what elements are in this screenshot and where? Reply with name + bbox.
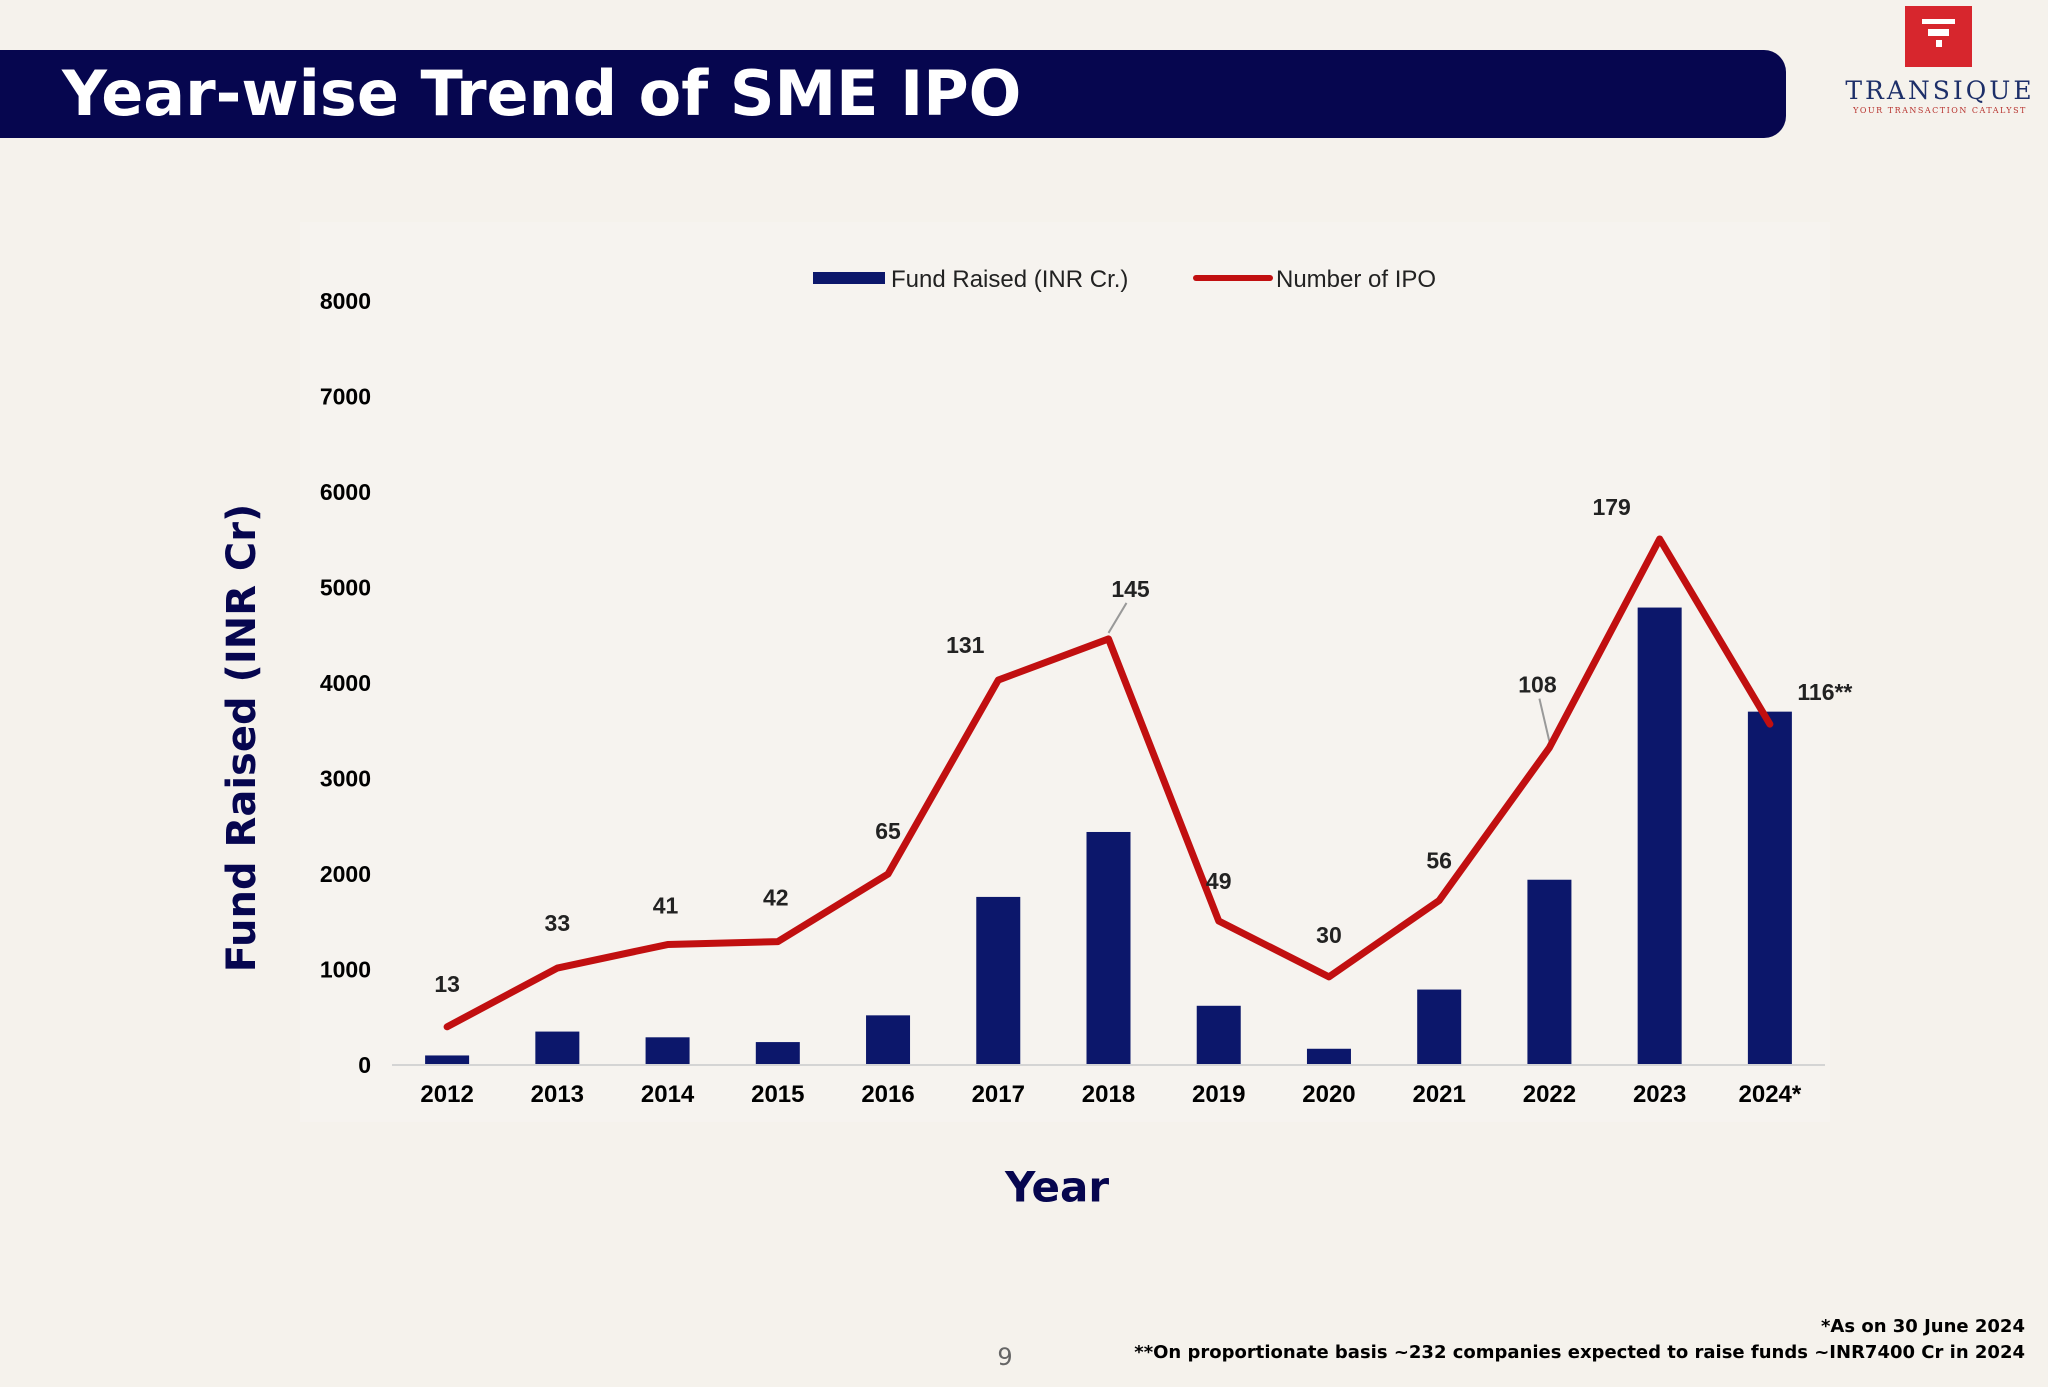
x-tick-label: 2016	[861, 1081, 914, 1108]
title-bar: Year-wise Trend of SME IPO	[0, 50, 1786, 138]
x-tick-label: 2018	[1082, 1081, 1135, 1108]
y-axis-ticks: 0 1000 2000 3000 4000 5000 6000 7000 8000	[320, 288, 371, 1078]
x-tick-label: 2024*	[1739, 1081, 1802, 1108]
page-title: Year-wise Trend of SME IPO	[62, 63, 1021, 125]
brand-logo-mark-icon	[1905, 6, 1972, 67]
footnotes: *As on 30 June 2024 **On proportionate b…	[1134, 1314, 2025, 1366]
bar-fund-raised	[535, 1032, 579, 1065]
bar-fund-raised	[1527, 880, 1571, 1065]
line-data-label: 49	[1206, 868, 1232, 894]
label-leader-lines	[1109, 603, 1550, 742]
y-tick-label: 7000	[320, 384, 371, 410]
y-tick-label: 6000	[320, 479, 371, 505]
line-data-label: 30	[1316, 922, 1342, 948]
x-tick-label: 2023	[1633, 1081, 1686, 1108]
y-tick-label: 3000	[320, 766, 371, 792]
bar-fund-raised	[1638, 608, 1682, 1065]
x-tick-label: 2017	[972, 1081, 1025, 1108]
x-axis-label: Year	[1005, 1163, 1109, 1212]
bar-fund-raised	[646, 1037, 690, 1065]
bar-fund-raised	[1197, 1006, 1241, 1065]
x-tick-label: 2013	[531, 1081, 584, 1108]
page-number: 9	[997, 1343, 1012, 1371]
bar-fund-raised	[425, 1055, 469, 1065]
legend-label-number-of-ipo: Number of IPO	[1276, 266, 1436, 293]
x-axis-ticks: 2012 2013 2014 2015 2016 2017 2018 2019 2020 2021…	[392, 1065, 1825, 1108]
brand-name: TRANSIQUE	[1838, 76, 2042, 105]
label-leader-line	[1539, 699, 1549, 742]
brand-logo: TRANSIQUE YOUR TRANSACTION CATALYST	[1838, 6, 2042, 118]
x-tick-label: 2014	[641, 1081, 695, 1108]
line-data-label: 179	[1592, 494, 1630, 520]
y-tick-label: 4000	[320, 670, 371, 696]
bar-fund-raised	[1307, 1049, 1351, 1065]
line-data-label: 145	[1111, 576, 1150, 602]
y-tick-label: 1000	[320, 957, 371, 983]
y-tick-label: 8000	[320, 288, 371, 314]
x-tick-label: 2015	[751, 1081, 804, 1108]
y-tick-label: 5000	[320, 575, 371, 601]
y-tick-label: 0	[358, 1052, 371, 1078]
chart-container: Fund Raised (INR Cr.) Number of IPO 0 1000…	[300, 222, 1830, 1122]
line-data-label: 108	[1518, 672, 1557, 698]
y-axis-label: Fund Raised (INR Cr)	[219, 504, 265, 973]
line-data-label: 13	[434, 971, 460, 997]
brand-tagline: YOUR TRANSACTION CATALYST	[1838, 106, 2042, 115]
label-leader-line	[1109, 603, 1127, 633]
bar-fund-raised	[1087, 832, 1131, 1065]
combo-chart: Fund Raised (INR Cr.) Number of IPO 0 1000…	[300, 222, 1830, 1122]
line-data-label: 42	[763, 885, 789, 911]
footnote-as-of: *As on 30 June 2024	[1134, 1314, 2025, 1340]
x-tick-label: 2022	[1523, 1081, 1576, 1108]
x-tick-label: 2020	[1302, 1081, 1355, 1108]
bar-fund-raised	[1417, 990, 1461, 1065]
x-tick-label: 2012	[420, 1081, 473, 1108]
bar-fund-raised	[866, 1015, 910, 1065]
x-tick-label: 2019	[1192, 1081, 1245, 1108]
line-data-label: 65	[875, 818, 901, 844]
bar-fund-raised	[1748, 712, 1792, 1065]
line-data-label: 131	[946, 632, 985, 658]
line-data-label: 56	[1426, 847, 1452, 873]
x-tick-label: 2021	[1412, 1081, 1465, 1108]
line-data-label: 33	[545, 910, 571, 936]
line-data-label: 41	[653, 893, 679, 919]
y-tick-label: 2000	[320, 861, 371, 887]
legend-label-fund-raised: Fund Raised (INR Cr.)	[891, 266, 1128, 293]
footnote-projection: **On proportionate basis ~232 companies …	[1134, 1340, 2025, 1366]
bar-fund-raised	[756, 1042, 800, 1065]
chart-legend: Fund Raised (INR Cr.) Number of IPO	[813, 266, 1436, 293]
legend-swatch-fund-raised	[813, 272, 885, 284]
line-data-label: 116**	[1797, 679, 1852, 705]
bar-fund-raised	[976, 897, 1020, 1065]
